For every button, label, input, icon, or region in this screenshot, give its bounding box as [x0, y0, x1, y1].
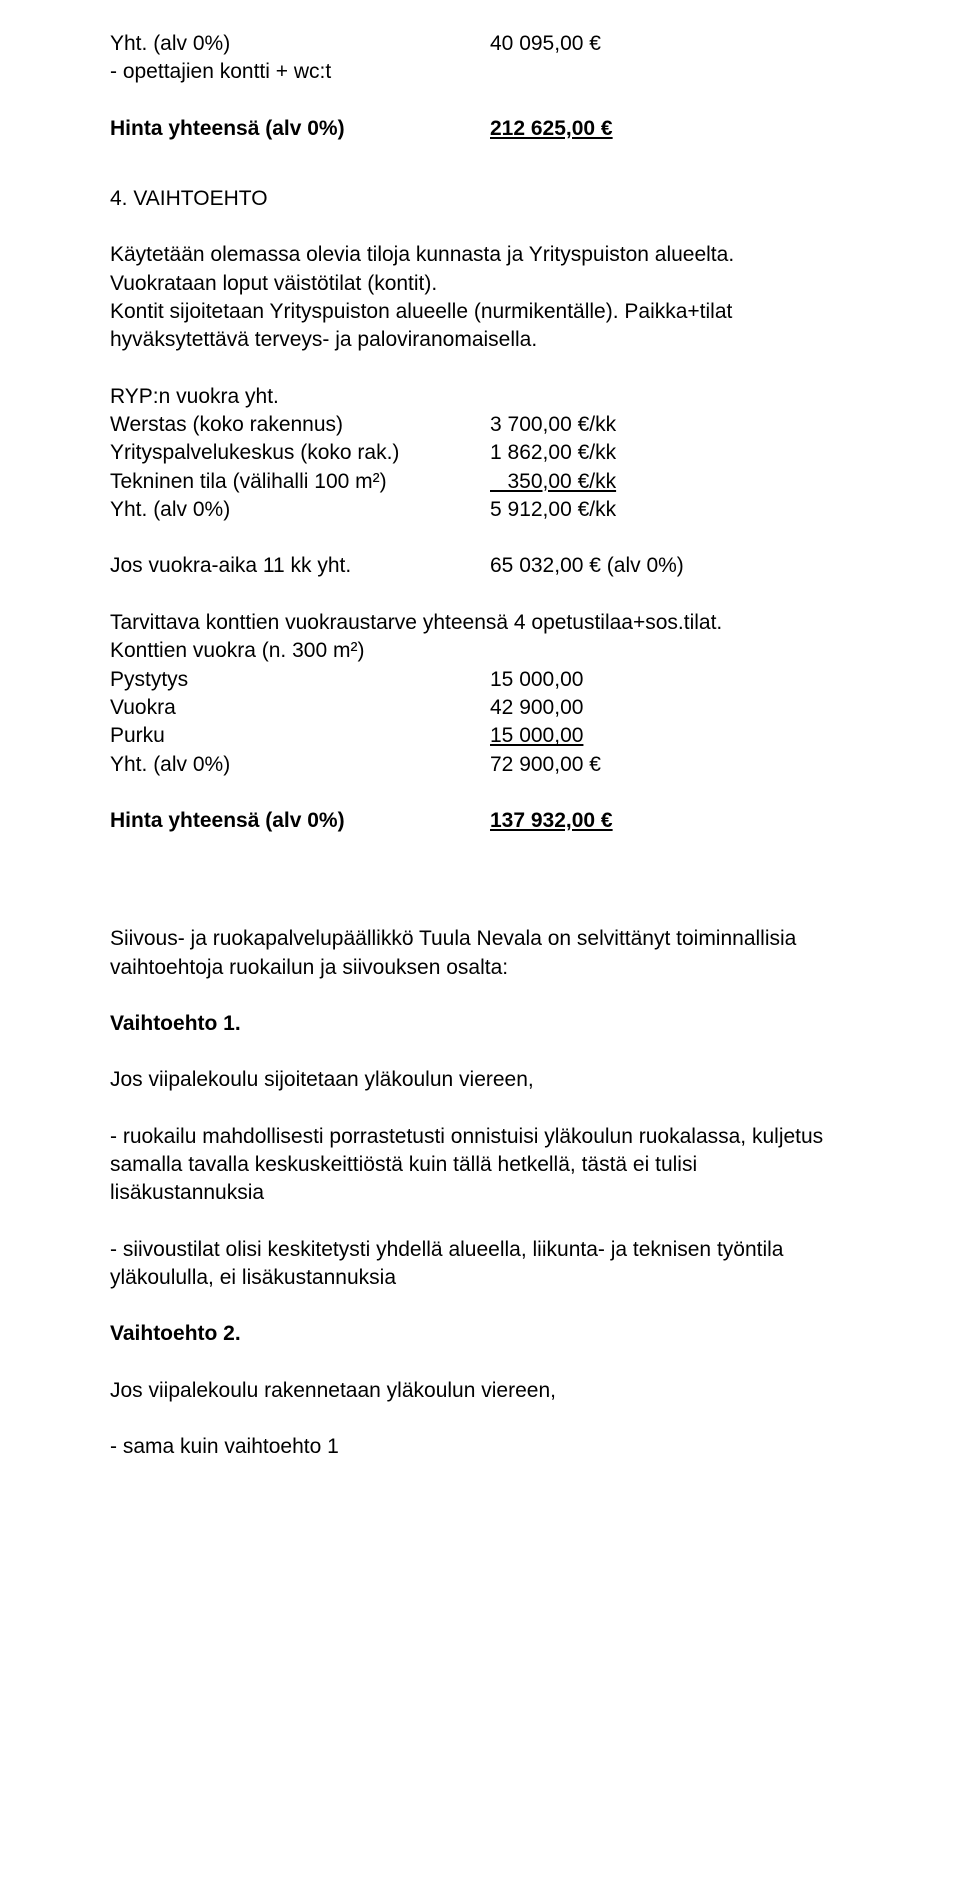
value: 15 000,00 — [490, 722, 850, 750]
label: Vuokra — [110, 694, 490, 722]
vaihtoehto-1-bullet-2: - siivoustilat olisi keskitetysti yhdell… — [110, 1236, 850, 1293]
ryp-heading: RYP:n vuokra yht. — [110, 383, 850, 411]
vaihtoehto-1-bullet-1: - ruokailu mahdollisesti porrastetusti o… — [110, 1123, 850, 1208]
row-tekninen-tila: Tekninen tila (välihalli 100 m²) 350,00 … — [110, 468, 850, 496]
total-row-1: Hinta yhteensä (alv 0%) 212 625,00 € — [110, 115, 850, 143]
value: 15 000,00 — [490, 666, 850, 694]
value: 5 912,00 €/kk — [490, 496, 850, 524]
row-pystytys: Pystytys 15 000,00 — [110, 666, 850, 694]
label: Yrityspalvelukeskus (koko rak.) — [110, 439, 490, 467]
row-vuokra: Vuokra 42 900,00 — [110, 694, 850, 722]
vaihtoehto-1-line: Jos viipalekoulu sijoitetaan yläkoulun v… — [110, 1066, 850, 1094]
value: 42 900,00 — [490, 694, 850, 722]
total-label: Hinta yhteensä (alv 0%) — [110, 807, 490, 835]
section-4-heading: 4. VAIHTOEHTO — [110, 185, 850, 213]
service-intro: Siivous- ja ruokapalvelupäällikkö Tuula … — [110, 925, 850, 982]
section-4-paragraph-1: Käytetään olemassa olevia tiloja kunnast… — [110, 241, 850, 354]
value: 72 900,00 € — [490, 751, 850, 779]
row-rent-11kk: Jos vuokra-aika 11 kk yht. 65 032,00 € (… — [110, 552, 850, 580]
vaihtoehto-2-bullet-1: - sama kuin vaihtoehto 1 — [110, 1433, 850, 1461]
vaihtoehto-1-heading: Vaihtoehto 1. — [110, 1010, 850, 1038]
vaihtoehto-2-line: Jos viipalekoulu rakennetaan yläkoulun v… — [110, 1377, 850, 1405]
total-value: 137 932,00 € — [490, 807, 850, 835]
row-yht-sub2: Yht. (alv 0%) 72 900,00 € — [110, 751, 850, 779]
row-purku: Purku 15 000,00 — [110, 722, 850, 750]
label: Purku — [110, 722, 490, 750]
row-werstas: Werstas (koko rakennus) 3 700,00 €/kk — [110, 411, 850, 439]
vaihtoehto-2-heading: Vaihtoehto 2. — [110, 1320, 850, 1348]
line-yht-top: Yht. (alv 0%) 40 095,00 € — [110, 30, 850, 58]
label: Jos vuokra-aika 11 kk yht. — [110, 552, 490, 580]
label: Yht. (alv 0%) — [110, 496, 490, 524]
label: Yht. (alv 0%) — [110, 30, 490, 58]
section-4-paragraph-2a: Tarvittava konttien vuokraustarve yhteen… — [110, 609, 850, 637]
row-yht-sub1: Yht. (alv 0%) 5 912,00 €/kk — [110, 496, 850, 524]
value: 1 862,00 €/kk — [490, 439, 850, 467]
value: 350,00 €/kk — [490, 468, 850, 496]
label: Pystytys — [110, 666, 490, 694]
value: 40 095,00 € — [490, 30, 850, 58]
total-value: 212 625,00 € — [490, 115, 850, 143]
label: Tekninen tila (välihalli 100 m²) — [110, 468, 490, 496]
value: 3 700,00 €/kk — [490, 411, 850, 439]
line-opettajien: - opettajien kontti + wc:t — [110, 58, 850, 86]
label: Yht. (alv 0%) — [110, 751, 490, 779]
label: Werstas (koko rakennus) — [110, 411, 490, 439]
row-yrityspalvelukeskus: Yrityspalvelukeskus (koko rak.) 1 862,00… — [110, 439, 850, 467]
total-label: Hinta yhteensä (alv 0%) — [110, 115, 490, 143]
section-4-paragraph-2b: Konttien vuokra (n. 300 m²) — [110, 637, 850, 665]
value: 65 032,00 € (alv 0%) — [490, 552, 850, 580]
total-row-2: Hinta yhteensä (alv 0%) 137 932,00 € — [110, 807, 850, 835]
